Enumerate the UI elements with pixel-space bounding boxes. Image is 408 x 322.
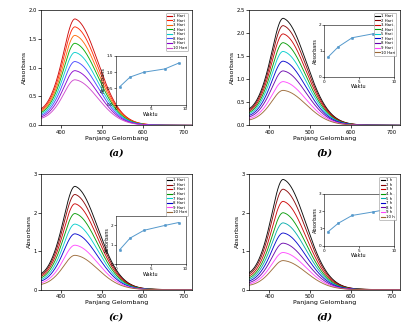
- Y-axis label: Absorbans: Absorbans: [27, 215, 32, 249]
- Y-axis label: Absorbans: Absorbans: [22, 51, 27, 84]
- Y-axis label: Absorbans: Absorbans: [230, 51, 235, 84]
- Y-axis label: Absorbans: Absorbans: [235, 215, 240, 249]
- Legend: 1 h, 2 h, 3 h, 4 h, 5 h, 7 h, 8 h, 9 h, 10 h: 1 h, 2 h, 3 h, 4 h, 5 h, 7 h, 8 h, 9 h, …: [379, 177, 397, 220]
- Legend: 1 Hari, 2 Hari, 3 Hari, 4 Hari, 5 Hari, 7 Hari, 8 Hari, 9 Hari, 10 Hari: 1 Hari, 2 Hari, 3 Hari, 4 Hari, 5 Hari, …: [374, 13, 397, 56]
- Text: (b): (b): [316, 148, 333, 157]
- Text: (d): (d): [316, 313, 333, 322]
- X-axis label: Panjang Gelombang: Panjang Gelombang: [84, 300, 148, 305]
- Text: (c): (c): [109, 313, 124, 322]
- Legend: 1 Hari, 2 Hari, 3 Hari, 4 Hari, 7 Hari, 8 Hari, 9 Hari, 10 Hari: 1 Hari, 2 Hari, 3 Hari, 4 Hari, 7 Hari, …: [166, 13, 188, 51]
- Text: (a): (a): [109, 148, 124, 157]
- X-axis label: Panjang Gelombang: Panjang Gelombang: [84, 136, 148, 141]
- X-axis label: Panjang Gelombang: Panjang Gelombang: [293, 300, 356, 305]
- Legend: 1 Hari, 2 Hari, 3 Hari, 4 Hari, 7 Hari, 8 Hari, 9 Hari, 10 Hari: 1 Hari, 2 Hari, 3 Hari, 4 Hari, 7 Hari, …: [166, 177, 188, 215]
- X-axis label: Panjang Gelombang: Panjang Gelombang: [293, 136, 356, 141]
